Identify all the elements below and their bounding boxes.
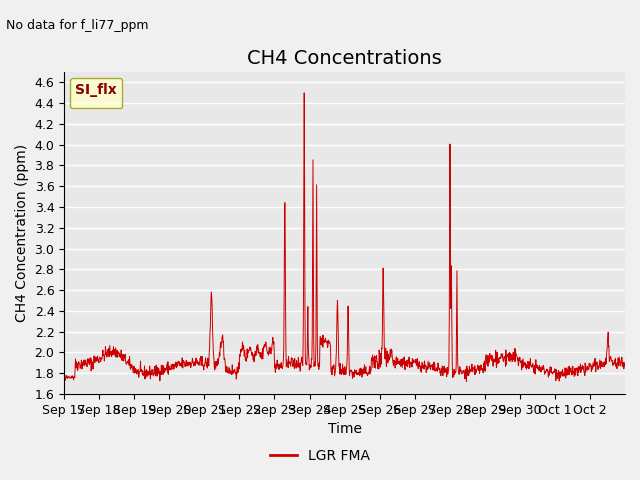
Y-axis label: CH4 Concentration (ppm): CH4 Concentration (ppm): [15, 144, 29, 322]
Title: CH4 Concentrations: CH4 Concentrations: [247, 48, 442, 68]
Text: No data for f_li77_ppm: No data for f_li77_ppm: [6, 19, 149, 32]
Legend: LGR FMA: LGR FMA: [264, 443, 376, 468]
Legend: : [70, 78, 122, 108]
X-axis label: Time: Time: [328, 422, 362, 436]
